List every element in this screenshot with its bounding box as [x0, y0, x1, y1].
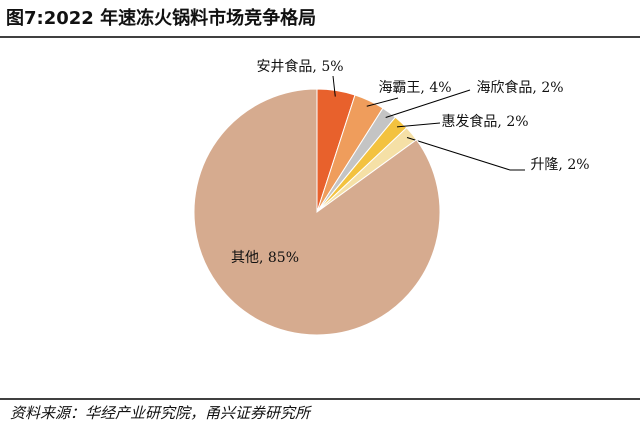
source-note: 资料来源：华经产业研究院，甬兴证券研究所 — [10, 404, 312, 422]
pie-slice — [193, 88, 441, 336]
data-label: 升隆, 2% — [530, 157, 589, 173]
chart-title: 图7:2022 年速冻火锅料市场竞争格局 — [6, 7, 316, 29]
leader-line — [385, 89, 471, 118]
data-label: 安井食品, 5% — [256, 58, 343, 75]
data-label: 海欣食品, 2% — [476, 79, 563, 96]
leader-line — [406, 137, 525, 171]
leader-line — [396, 122, 441, 128]
leader-line — [332, 75, 336, 97]
data-label: 惠发食品, 2% — [441, 113, 528, 130]
data-label: 海霸王, 4% — [378, 80, 451, 96]
data-label: 其他, 85% — [231, 250, 299, 266]
leader-line — [366, 97, 399, 107]
